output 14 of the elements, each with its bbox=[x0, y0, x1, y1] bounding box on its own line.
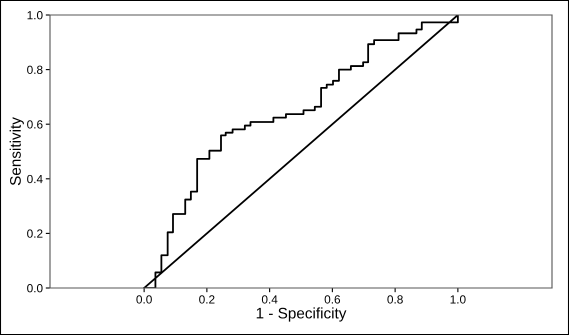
y-tick-label: 0.8 bbox=[27, 66, 43, 74]
y-tick-label: 1.0 bbox=[28, 11, 43, 20]
x-tick-label: 0.0 bbox=[136, 295, 152, 304]
y-tick-label: 0.6 bbox=[27, 120, 43, 129]
x-tick-label: 0.8 bbox=[387, 295, 403, 304]
x-tick-label: 1.0 bbox=[450, 295, 466, 304]
x-tick-label: 0.4 bbox=[262, 295, 278, 304]
y-tick-label: 0.0 bbox=[27, 284, 43, 292]
x-tick-label: 0.2 bbox=[199, 295, 214, 304]
x-tick-label: 0.6 bbox=[324, 295, 340, 304]
x-axis-title: 1 - Specificity bbox=[256, 307, 346, 322]
y-axis-title: Sensitivity bbox=[10, 117, 24, 186]
y-tick-label: 0.2 bbox=[27, 229, 42, 238]
y-tick-label: 0.4 bbox=[27, 174, 43, 184]
